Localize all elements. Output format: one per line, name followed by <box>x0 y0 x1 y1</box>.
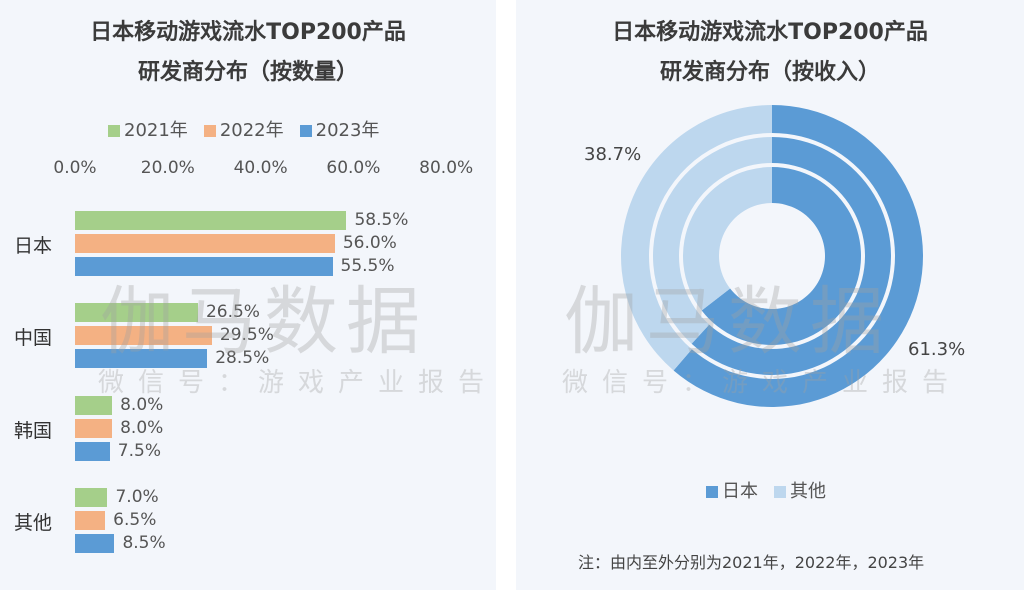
legend-swatch <box>299 125 312 137</box>
x-tick-label: 40.0% <box>233 158 288 178</box>
data-label: 58.5% <box>354 210 409 230</box>
x-tick-label: 60.0% <box>326 158 381 178</box>
legend-item-2022: 2022年 <box>203 116 284 142</box>
bar-chart-panel: 日本移动游戏流水TOP200产品 研发商分布（按数量） 2021年 2022年 … <box>0 0 496 590</box>
legend-label: 2021年 <box>124 120 188 141</box>
chart-title-line1: 日本移动游戏流水TOP200产品 <box>612 20 928 45</box>
legend-item-2023: 2023年 <box>299 116 380 142</box>
data-label: 55.5% <box>340 256 395 276</box>
data-label: 29.5% <box>219 325 274 345</box>
legend: 日本 其他 <box>706 477 826 503</box>
data-label: 7.0% <box>115 487 159 507</box>
bar-日本-2022年 <box>75 234 335 253</box>
chart-title-line2: 研发商分布（按收入） <box>659 60 880 85</box>
x-tick-label: 80.0% <box>419 158 474 178</box>
donut-chart <box>621 105 923 408</box>
legend-label: 2022年 <box>219 120 284 141</box>
category-label: 日本 <box>14 235 53 257</box>
chart-title-line2: 研发商分布（按数量） <box>137 60 358 85</box>
legend-item-japan: 日本 <box>706 477 758 503</box>
bar-其他-2023年 <box>75 534 115 553</box>
data-label: 28.5% <box>215 348 270 368</box>
legend-label: 2023年 <box>315 120 380 141</box>
category-label: 中国 <box>14 327 53 349</box>
bar-中国-2023年 <box>75 349 208 368</box>
donut-segment-2022年-其他 <box>653 137 772 344</box>
data-label: 8.5% <box>122 533 166 553</box>
data-label: 7.5% <box>117 441 161 461</box>
watermark-sub: 微信号：游戏产业报告 <box>98 368 499 398</box>
bar-日本-2023年 <box>75 257 333 276</box>
donut-segment-2021年-其他 <box>683 167 772 311</box>
watermark: 伽马数据 <box>100 279 428 365</box>
legend-swatch <box>774 486 786 498</box>
bar-韩国-2021年 <box>75 396 113 415</box>
data-label: 6.5% <box>113 510 157 530</box>
bar-其他-2022年 <box>75 511 106 530</box>
legend-swatch <box>706 486 718 498</box>
data-label: 8.0% <box>120 395 164 415</box>
chart-title-line1: 日本移动游戏流水TOP200产品 <box>90 20 406 45</box>
bar-中国-2021年 <box>75 303 198 322</box>
legend-swatch <box>108 125 120 137</box>
legend-item-other: 其他 <box>774 477 826 503</box>
category-label: 韩国 <box>14 420 53 442</box>
x-tick-label: 0.0% <box>53 158 97 178</box>
data-label: 8.0% <box>120 418 164 438</box>
bar-日本-2021年 <box>75 211 347 230</box>
watermark-sub: 微信号：游戏产业报告 <box>562 368 963 398</box>
donut-segment-2022年-日本 <box>691 137 891 375</box>
legend: 2021年 2022年 2023年 <box>108 116 379 142</box>
data-label-other: 38.7% <box>584 144 642 165</box>
bar-韩国-2022年 <box>75 419 113 438</box>
bar-其他-2021年 <box>75 488 108 507</box>
legend-label: 日本 <box>722 481 758 502</box>
chart-note: 注：由内至外分别为2021年，2022年，2023年 <box>578 553 925 572</box>
donut-chart-panel: 日本移动游戏流水TOP200产品 研发商分布（按收入） 伽马数据 微信号：游戏产… <box>516 0 1024 590</box>
watermark: 伽马数据 <box>564 279 892 365</box>
legend-label: 其他 <box>790 481 826 502</box>
data-label-japan: 61.3% <box>908 339 966 360</box>
legend-item-2021: 2021年 <box>108 116 188 142</box>
x-tick-label: 20.0% <box>140 158 195 178</box>
data-label: 26.5% <box>205 302 260 322</box>
bar-韩国-2023年 <box>75 442 110 461</box>
donut-segment-2023年-日本 <box>673 105 923 408</box>
data-label: 56.0% <box>342 233 397 253</box>
bar-中国-2022年 <box>75 326 212 345</box>
donut-segment-2021年-日本 <box>701 167 861 345</box>
legend-swatch <box>203 125 216 137</box>
category-label: 其他 <box>14 512 53 534</box>
donut-segment-2023年-其他 <box>621 105 772 371</box>
